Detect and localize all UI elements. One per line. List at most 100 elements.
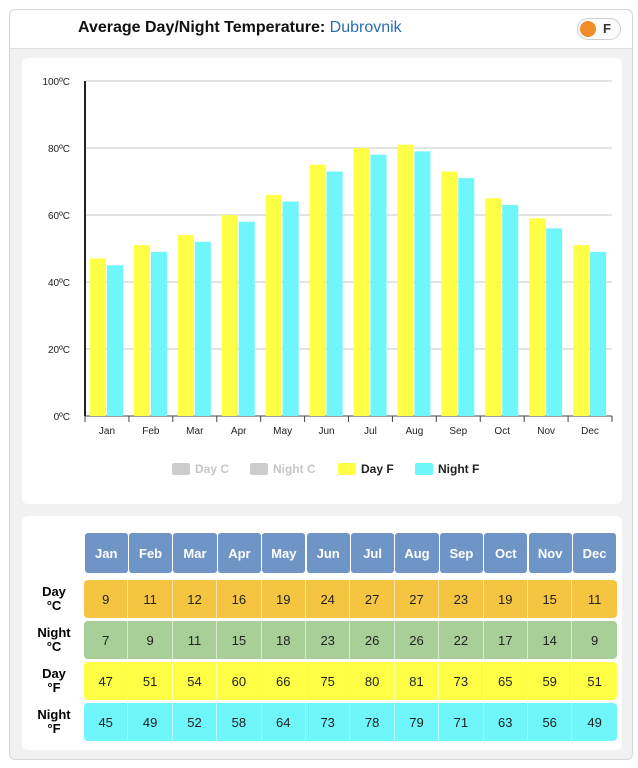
x-tick-label: Aug [405,426,423,437]
legend-label[interactable]: Day C [195,462,229,476]
table-cell: 11 [128,580,173,618]
table-cell: 9 [572,621,617,659]
table-cell: 18 [261,621,306,659]
table-cell: 47 [84,662,129,700]
legend-label[interactable]: Night C [273,462,316,476]
bar-night-f[interactable] [458,178,475,416]
table-cell: 9 [84,580,129,618]
table-cell: 51 [128,662,173,700]
month-header: Sep [439,533,484,573]
title-text: Average Day/Night Temperature: [78,19,326,36]
bar-night-f[interactable] [107,265,123,416]
bar-night-f[interactable] [282,201,299,416]
table-cell: 49 [128,703,173,741]
table-cell: 7 [84,621,129,659]
month-header: Jul [350,533,395,573]
bar-night-f[interactable] [194,241,211,416]
table-cell: 16 [217,580,262,618]
x-tick-label: Nov [537,426,555,437]
row-label-unit: °C [46,639,62,654]
row-label: Night °C [26,621,82,659]
table-cell: 71 [439,703,484,741]
toggle-label: F [603,21,611,36]
bar-night-f[interactable] [326,171,343,416]
table-cell: 65 [483,662,528,700]
table-cell: 14 [528,621,573,659]
table-cell: 73 [439,662,484,700]
bar-day-f[interactable] [441,171,458,416]
table-cell: 11 [572,580,617,618]
bar-day-f[interactable] [573,245,590,416]
table-cell: 19 [261,580,306,618]
bar-day-f[interactable] [353,148,370,416]
x-tick-label: Sep [449,426,467,437]
month-header: Jan [84,533,128,573]
x-tick-label: Apr [231,426,247,437]
bar-day-f[interactable] [177,235,194,416]
bar-day-f[interactable] [397,144,414,416]
table-cell: 52 [172,703,218,741]
table-cell: 17 [483,621,528,659]
bar-night-f[interactable] [590,251,607,416]
bar-night-f[interactable] [502,204,519,416]
legend-swatch[interactable] [172,463,190,475]
y-tick-label: 40ºC [48,278,70,289]
bar-night-f[interactable] [370,154,387,416]
row-label-unit: °F [47,721,61,736]
bar-day-f[interactable] [221,215,238,416]
x-tick-label: Mar [186,426,204,437]
table-cell: 23 [439,580,484,618]
bar-day-f[interactable] [485,198,502,416]
bar-day-f[interactable] [309,164,326,416]
x-tick-label: Oct [494,426,510,437]
table-cell: 22 [439,621,484,659]
table-cell: 56 [528,703,573,741]
month-header: Dec [572,533,617,573]
legend-swatch[interactable] [250,463,268,475]
chart-card: 0ºC 20ºC 40ºC 60ºC 80ºC 100ºC Jan Feb Mar Apr May J… [22,58,622,504]
month-header: Jun [306,533,350,573]
row-label: Day °F [26,662,82,700]
table-cell: 75 [306,662,351,700]
table-cell: 12 [172,580,218,618]
bar-night-f[interactable] [546,228,563,416]
bar-night-f[interactable] [414,151,431,416]
legend-swatch[interactable] [415,463,433,475]
table-cell: 73 [306,703,351,741]
table-cell: 15 [217,621,262,659]
y-tick-label: 60ºC [48,211,70,222]
row-label-unit: °C [46,598,62,613]
x-tick-label: Jan [99,426,115,437]
bar-day-f[interactable] [529,218,546,416]
bar-day-f[interactable] [133,245,150,416]
month-header: Mar [173,533,217,573]
row-label-line: Day [42,584,66,599]
bar-night-f[interactable] [150,251,167,416]
table-cell: 27 [394,580,440,618]
table-cell: 51 [572,662,617,700]
city-name[interactable]: Dubrovnik [329,19,402,36]
unit-toggle[interactable]: F [577,18,621,40]
legend-swatch[interactable] [338,463,356,475]
month-header: Aug [395,533,439,573]
bar-night-f[interactable] [238,221,255,416]
table-cell: 27 [350,580,395,618]
table-cell: 26 [350,621,395,659]
bar-day-f[interactable] [265,194,282,416]
table-cell: 80 [350,662,395,700]
bar-day-f[interactable] [90,258,106,416]
table-cell: 19 [483,580,528,618]
temperature-table: Jan Feb Mar Apr May Jun Jul Aug Sep Oct Nov Dec Day °… [22,516,622,750]
table-cell: 81 [394,662,440,700]
legend-label[interactable]: Night F [438,462,479,476]
table-cell: 54 [172,662,218,700]
table-cell: 78 [350,703,395,741]
y-tick-label: 0ºC [54,412,70,423]
legend-label[interactable]: Day F [361,462,394,476]
month-header: Apr [217,533,262,573]
table-cell: 64 [261,703,306,741]
y-tick-label: 80ºC [48,144,70,155]
month-header: Nov [528,533,572,573]
table-cell: 60 [217,662,262,700]
widget-header: Average Day/Night Temperature: Dubrovnik… [10,10,632,49]
